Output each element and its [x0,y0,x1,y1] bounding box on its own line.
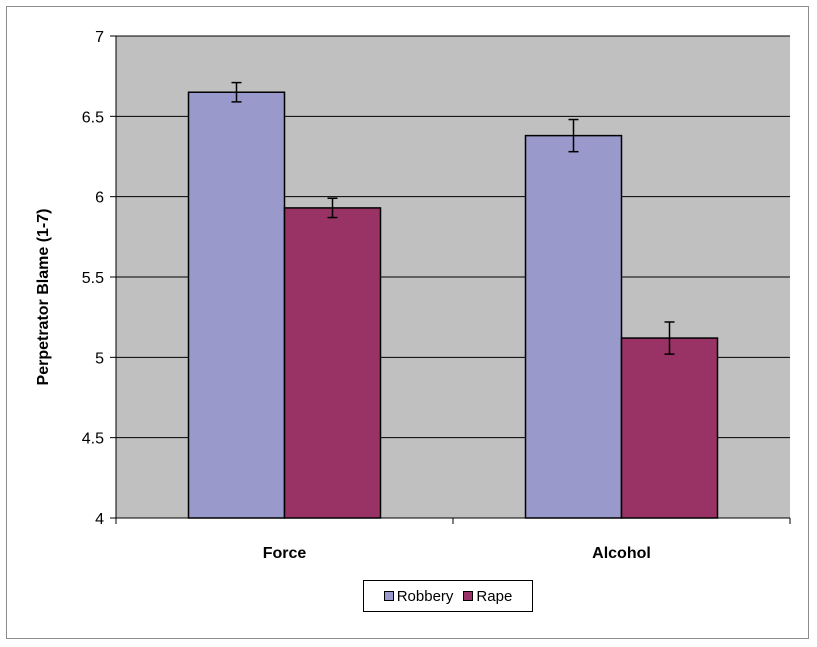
legend-label-rape: Rape [476,587,513,605]
y-tick-label: 5.5 [82,270,104,287]
legend: Robbery Rape [363,580,533,612]
y-axis-label: Perpetrator Blame (1-7) [35,209,52,386]
y-tick-label: 6.5 [82,109,104,126]
error-bar-robbery-force [231,81,242,103]
legend-swatch-robbery [383,591,394,601]
bars [187,91,719,519]
bar-rape-alcohol [620,337,719,519]
y-tick-label: 7 [95,29,104,46]
bar-robbery-force [187,91,286,519]
bar-robbery-alcohol [524,134,623,519]
error-bar-rape-alcohol [664,321,675,355]
legend-item-rape: Rape [463,588,512,605]
y-tick-label: 5 [95,350,104,367]
error-bar-robbery-alcohol [568,118,579,153]
error-bar-rape-force [327,197,338,219]
error-bars [231,81,675,355]
y-tick-labels: 4 4.5 5 5.5 6 6.5 7 [82,29,104,528]
axes [110,35,791,524]
legend-label-robbery: Robbery [396,587,454,605]
bar-rape-force [283,207,382,519]
y-tick-label: 4.5 [82,431,104,448]
x-category-labels: Force Alcohol [263,545,651,562]
legend-item-robbery: Robbery [383,587,454,605]
y-tick-label: 6 [95,190,104,207]
x-category-label: Force [263,545,307,562]
y-tick-label: 4 [95,511,104,528]
x-category-label: Alcohol [592,545,651,562]
legend-swatch-rape [463,591,474,601]
